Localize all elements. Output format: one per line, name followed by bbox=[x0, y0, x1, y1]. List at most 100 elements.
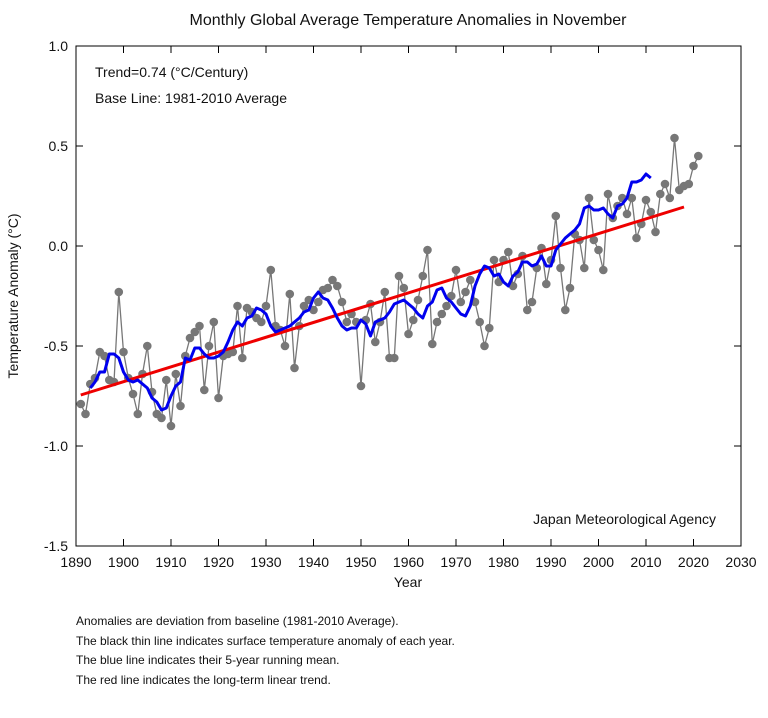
annual-anomaly-point bbox=[128, 389, 138, 399]
annual-anomaly-point bbox=[299, 301, 309, 311]
annual-anomaly-point bbox=[646, 207, 656, 217]
annual-anomaly-point bbox=[689, 161, 698, 171]
annual-anomaly-point bbox=[257, 317, 266, 327]
annual-anomaly-point bbox=[684, 179, 694, 189]
annual-anomaly-point bbox=[238, 353, 247, 363]
annual-anomaly-point bbox=[466, 275, 475, 285]
annual-anomaly-point bbox=[527, 297, 537, 307]
annual-anomaly-point bbox=[371, 337, 380, 347]
x-tick-label: 2020 bbox=[678, 554, 709, 570]
annual-anomaly-point bbox=[665, 193, 675, 203]
annual-anomaly-point bbox=[162, 375, 171, 385]
annual-anomaly-point bbox=[485, 323, 494, 333]
annual-anomaly-point bbox=[413, 295, 423, 305]
x-tick-labels: 1890 1900 1910 1920 1930 1940 1950 1960 1970 1980… bbox=[60, 554, 756, 570]
annual-anomaly-point bbox=[599, 265, 608, 275]
annual-anomaly-point bbox=[209, 317, 219, 327]
annual-anomaly-point bbox=[195, 321, 204, 331]
annual-anomaly-point bbox=[114, 287, 124, 297]
x-tick-label: 1980 bbox=[488, 554, 519, 570]
annual-anomaly-point bbox=[456, 297, 466, 307]
annual-anomaly-point bbox=[432, 317, 442, 327]
annual-anomaly-point bbox=[342, 317, 352, 327]
annual-anomaly-point bbox=[261, 301, 271, 311]
annual-anomaly-point bbox=[594, 245, 603, 255]
annual-anomaly-point bbox=[418, 271, 428, 281]
x-tick-label: 1920 bbox=[203, 554, 234, 570]
annual-anomaly-point bbox=[323, 283, 333, 293]
annual-anomaly-point bbox=[565, 283, 575, 293]
annual-anomaly-point bbox=[584, 193, 594, 203]
y-tick-label: 0.5 bbox=[49, 138, 69, 154]
x-tick-label: 1900 bbox=[108, 554, 139, 570]
annual-anomaly-point bbox=[76, 399, 86, 409]
annual-anomaly-point bbox=[451, 265, 461, 275]
annual-anomaly-point bbox=[580, 263, 589, 273]
running-mean-line bbox=[89, 172, 652, 412]
annual-anomaly-point bbox=[589, 235, 599, 245]
annual-anomaly-point bbox=[641, 195, 651, 205]
linear-trend-line bbox=[80, 205, 685, 397]
annual-anomaly-point bbox=[489, 255, 499, 265]
annual-anomaly-point bbox=[185, 333, 195, 343]
annual-anomaly-point bbox=[314, 297, 323, 307]
x-tick-label: 1930 bbox=[250, 554, 281, 570]
annual-anomaly-point bbox=[380, 287, 390, 297]
x-tick-label: 1910 bbox=[155, 554, 186, 570]
annual-anomaly-point bbox=[622, 209, 632, 219]
annual-anomaly-point bbox=[166, 421, 176, 431]
footnote-baseline: Anomalies are deviation from baseline (1… bbox=[76, 614, 399, 628]
temperature-anomaly-chart: Monthly Global Average Temperature Anoma… bbox=[5, 12, 757, 590]
annual-anomaly-point bbox=[409, 315, 418, 325]
annual-anomaly-point bbox=[290, 363, 299, 373]
annual-anomaly-point bbox=[157, 413, 166, 423]
axis-ticks bbox=[75, 45, 742, 547]
x-axis-label: Year bbox=[394, 574, 423, 590]
plot-frame bbox=[75, 45, 742, 547]
x-tick-label: 1990 bbox=[535, 554, 566, 570]
footnote-annual-line: The black thin line indicates surface te… bbox=[76, 633, 455, 648]
x-tick-label: 1940 bbox=[298, 554, 329, 570]
chart-title: Monthly Global Average Temperature Anoma… bbox=[190, 12, 628, 29]
y-axis-label: Temperature Anomaly (°C) bbox=[5, 213, 21, 378]
annual-anomaly-point bbox=[556, 263, 565, 273]
annual-anomaly-point bbox=[437, 309, 447, 319]
y-tick-label: -0.5 bbox=[44, 338, 68, 354]
trend-annotation: Trend=0.74 (°C/Century) bbox=[95, 64, 248, 80]
annual-anomaly-line bbox=[80, 137, 699, 427]
annual-anomaly-point bbox=[561, 305, 570, 315]
footnote-trend-line: The red line indicates the long-term lin… bbox=[76, 672, 331, 687]
annual-anomaly-point bbox=[651, 227, 660, 237]
running-mean-series bbox=[89, 172, 652, 412]
y-tick-label: 1.0 bbox=[49, 38, 69, 54]
annual-anomaly-point bbox=[356, 381, 366, 391]
annual-anomaly-point bbox=[404, 329, 413, 339]
linear-trend-series bbox=[80, 205, 685, 397]
annual-anomaly-point bbox=[504, 247, 513, 257]
x-tick-label: 2000 bbox=[583, 554, 614, 570]
x-tick-label: 1950 bbox=[345, 554, 376, 570]
annual-anomaly-point bbox=[337, 297, 347, 307]
annual-anomaly-point bbox=[214, 393, 223, 403]
annual-anomaly-point bbox=[475, 317, 485, 327]
annual-anomaly-point bbox=[660, 179, 670, 189]
annual-anomaly-point bbox=[285, 289, 295, 299]
annual-anomaly-point bbox=[399, 283, 409, 293]
x-tick-label: 2010 bbox=[630, 554, 661, 570]
annual-anomaly-point bbox=[204, 341, 214, 351]
annual-anomaly-point bbox=[233, 301, 242, 311]
annual-anomaly-point bbox=[280, 341, 290, 351]
footnotes: Anomalies are deviation from baseline (1… bbox=[76, 612, 455, 690]
annual-anomaly-point bbox=[309, 305, 318, 315]
baseline-annotation: Base Line: 1981-2010 Average bbox=[95, 90, 287, 106]
annual-anomaly-point bbox=[461, 287, 470, 297]
annual-anomaly-point bbox=[627, 193, 637, 203]
annual-anomaly-point bbox=[428, 339, 437, 349]
annual-anomaly-point bbox=[81, 409, 90, 419]
annual-anomaly-point bbox=[143, 341, 152, 351]
annual-anomaly-point bbox=[119, 347, 128, 357]
annual-anomaly-point bbox=[632, 233, 641, 243]
y-tick-label: -1.5 bbox=[44, 538, 68, 554]
annual-anomaly-point bbox=[171, 369, 181, 379]
y-tick-labels: 1.0 0.5 0.0 -0.5 -1.0 -1.5 bbox=[44, 38, 68, 554]
